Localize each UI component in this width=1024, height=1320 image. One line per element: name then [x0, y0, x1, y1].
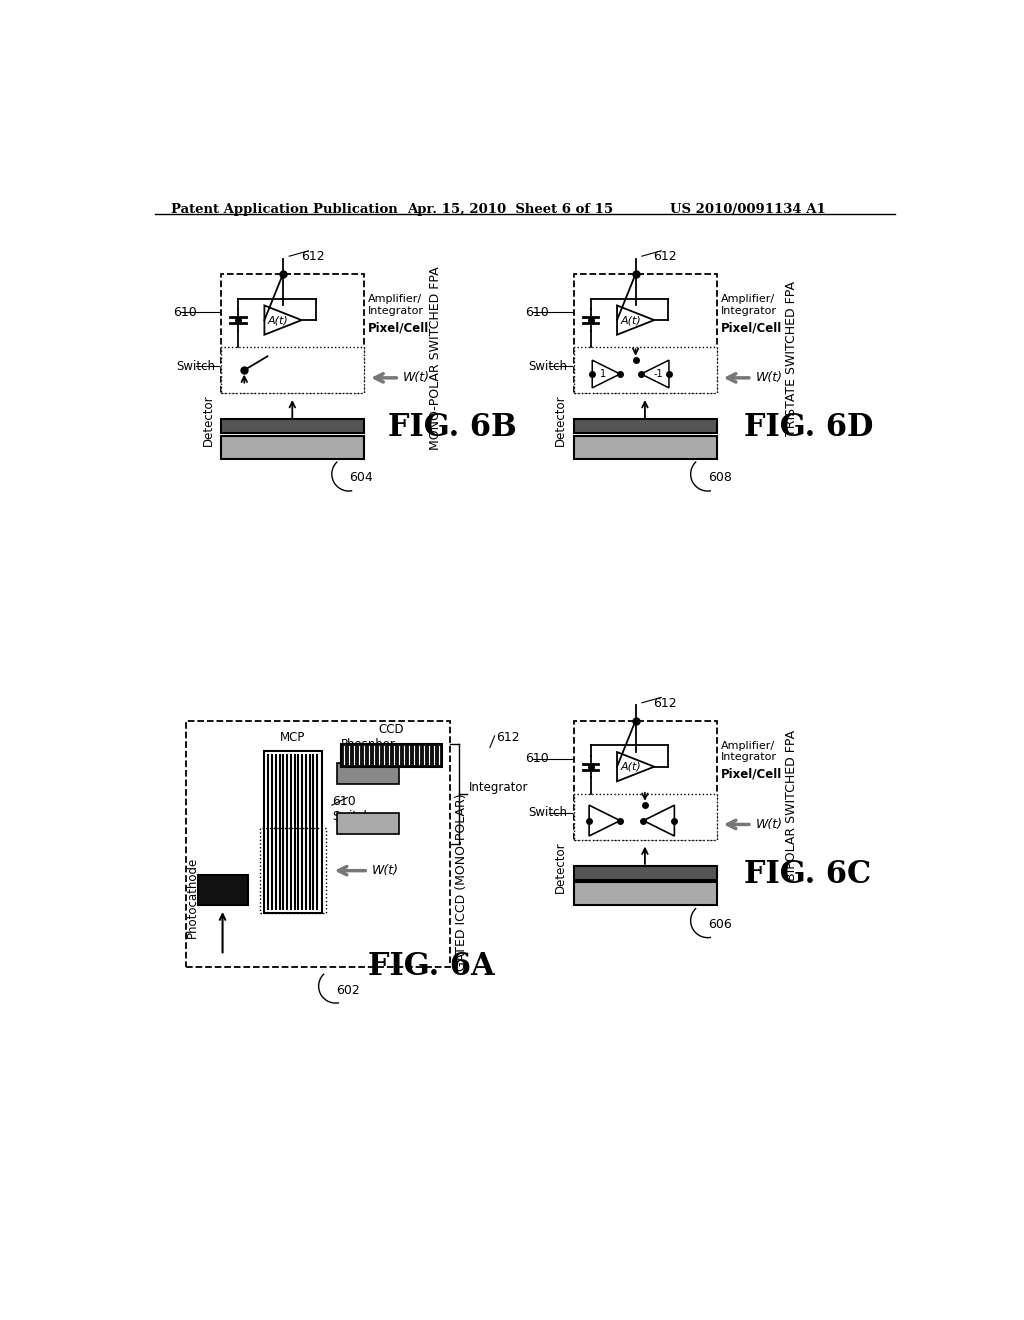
- Text: Detector: Detector: [554, 395, 567, 446]
- FancyBboxPatch shape: [337, 813, 399, 834]
- FancyBboxPatch shape: [573, 721, 717, 840]
- Text: 610: 610: [525, 752, 549, 766]
- Text: Amplifier/
Integrator: Amplifier/ Integrator: [369, 294, 424, 315]
- Polygon shape: [617, 305, 654, 335]
- Text: 606: 606: [708, 917, 731, 931]
- Text: 604: 604: [349, 471, 373, 484]
- Text: A(t): A(t): [621, 762, 641, 772]
- Text: Amplifier/
Integrator: Amplifier/ Integrator: [721, 741, 777, 762]
- Text: W(t): W(t): [756, 371, 782, 384]
- Text: Switch: Switch: [528, 360, 567, 372]
- Text: W(t): W(t): [372, 865, 399, 878]
- Text: Detector: Detector: [202, 395, 215, 446]
- Text: W(t): W(t): [756, 818, 782, 832]
- FancyBboxPatch shape: [198, 875, 248, 906]
- Polygon shape: [641, 360, 669, 388]
- Text: MONO-POLAR SWITCHED FPA: MONO-POLAR SWITCHED FPA: [429, 267, 441, 450]
- Text: TRISTATE SWITCHED FPA: TRISTATE SWITCHED FPA: [785, 281, 798, 436]
- Text: 602: 602: [336, 983, 359, 997]
- Text: Switch: Switch: [332, 810, 371, 824]
- FancyBboxPatch shape: [341, 743, 442, 767]
- Polygon shape: [617, 752, 654, 781]
- Text: FIG. 6D: FIG. 6D: [744, 412, 873, 444]
- FancyBboxPatch shape: [221, 420, 365, 433]
- Polygon shape: [264, 305, 302, 335]
- Text: BIPOLAR SWITCHED FPA: BIPOLAR SWITCHED FPA: [785, 730, 798, 880]
- FancyBboxPatch shape: [573, 275, 717, 393]
- Text: CCD: CCD: [379, 723, 404, 737]
- Text: 612: 612: [496, 731, 520, 744]
- Text: Phosphor: Phosphor: [341, 738, 395, 751]
- FancyBboxPatch shape: [263, 751, 322, 913]
- FancyBboxPatch shape: [186, 721, 450, 966]
- Text: A(t): A(t): [621, 315, 641, 325]
- Text: FIG. 6C: FIG. 6C: [744, 859, 871, 890]
- Text: Photocathode: Photocathode: [186, 857, 199, 939]
- Text: Switch: Switch: [176, 360, 215, 372]
- Text: Switch: Switch: [528, 807, 567, 820]
- Text: 610: 610: [525, 306, 549, 319]
- Polygon shape: [589, 805, 621, 836]
- FancyBboxPatch shape: [573, 793, 717, 840]
- FancyBboxPatch shape: [221, 347, 365, 393]
- FancyBboxPatch shape: [573, 420, 717, 433]
- Text: W(t): W(t): [403, 371, 430, 384]
- Text: US 2010/0091134 A1: US 2010/0091134 A1: [671, 203, 826, 216]
- Text: Detector: Detector: [554, 841, 567, 892]
- Text: 610: 610: [173, 306, 197, 319]
- Text: 1: 1: [600, 370, 606, 379]
- Polygon shape: [643, 805, 675, 836]
- FancyBboxPatch shape: [337, 763, 399, 784]
- FancyBboxPatch shape: [573, 866, 717, 880]
- Text: Patent Application Publication: Patent Application Publication: [171, 203, 397, 216]
- Text: Pixel/Cell: Pixel/Cell: [721, 321, 782, 334]
- FancyBboxPatch shape: [573, 347, 717, 393]
- FancyBboxPatch shape: [221, 436, 365, 459]
- Text: Apr. 15, 2010  Sheet 6 of 15: Apr. 15, 2010 Sheet 6 of 15: [407, 203, 613, 216]
- Text: MCP: MCP: [280, 730, 305, 743]
- Text: -1: -1: [653, 370, 663, 379]
- Polygon shape: [592, 360, 621, 388]
- Text: 608: 608: [708, 471, 731, 484]
- Text: FIG. 6A: FIG. 6A: [369, 952, 495, 982]
- Text: 612: 612: [301, 251, 325, 264]
- Text: A(t): A(t): [268, 315, 289, 325]
- FancyBboxPatch shape: [573, 436, 717, 459]
- Text: 610: 610: [332, 795, 355, 808]
- Text: Pixel/Cell: Pixel/Cell: [721, 768, 782, 781]
- Text: 612: 612: [653, 251, 677, 264]
- Text: Pixel/Cell: Pixel/Cell: [369, 321, 429, 334]
- Text: 612: 612: [653, 697, 677, 710]
- FancyBboxPatch shape: [573, 882, 717, 906]
- Text: Integrator: Integrator: [469, 781, 528, 795]
- FancyBboxPatch shape: [221, 275, 365, 393]
- Text: FIG. 6B: FIG. 6B: [388, 412, 516, 444]
- Text: Amplifier/
Integrator: Amplifier/ Integrator: [721, 294, 777, 315]
- Text: GATED ICCD (MONO-POLAR): GATED ICCD (MONO-POLAR): [455, 793, 468, 972]
